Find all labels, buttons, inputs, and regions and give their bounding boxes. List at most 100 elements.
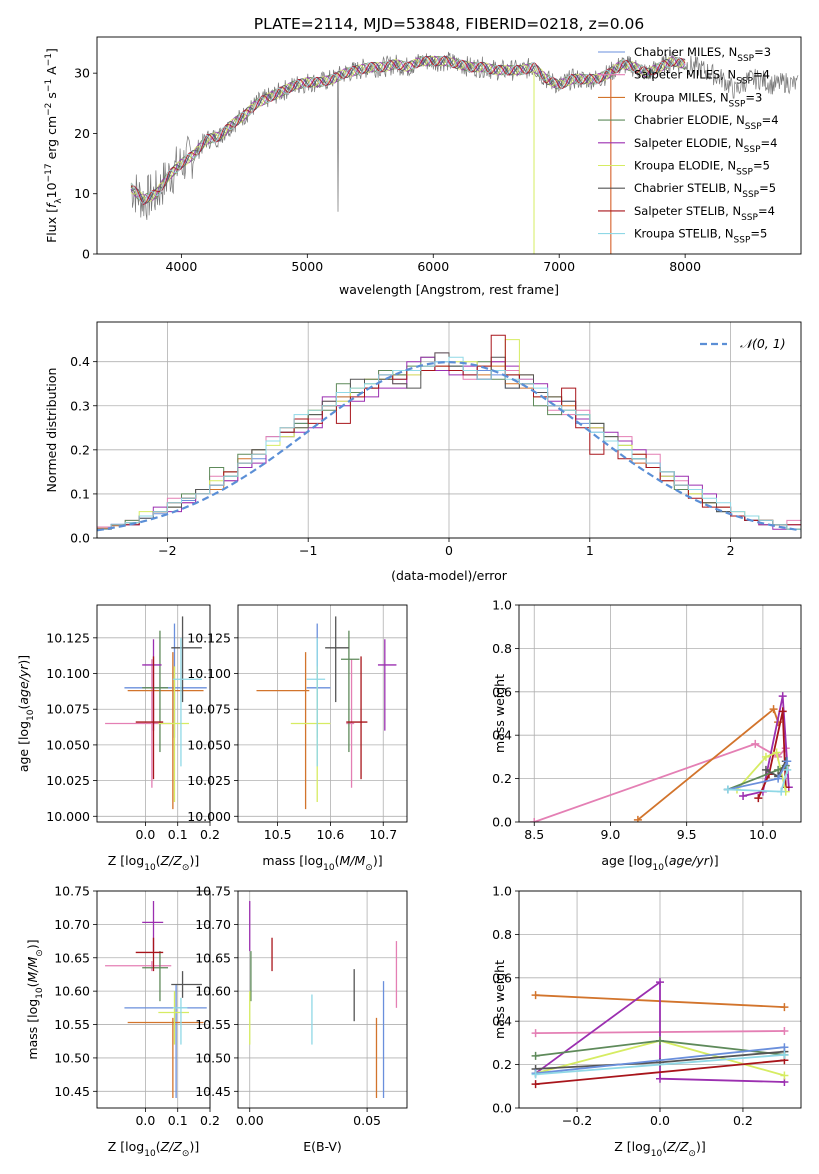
label-part: Z/Z [160,853,183,868]
weight-marker [656,1036,664,1045]
x-tick-label: 4000 [165,259,197,274]
y-tick-label: 0.6 [492,970,512,985]
label-part: E(B-V) [303,1139,342,1154]
x-tick-label: 8000 [669,259,701,274]
label-part: =5 [759,181,776,195]
label-part: =3 [754,45,771,59]
legend-entry: Salpeter ELODIE, NSSP=4 [634,136,777,155]
x-axis-label: wavelength [Angstrom, rest frame] [339,282,559,297]
plot-area [530,692,793,822]
label-part: ( [16,705,31,710]
y-tick-label: 10.050 [46,737,90,752]
x-tick-label: 0.05 [353,1113,381,1128]
label-part: 10 [26,709,36,721]
weight-marker [777,787,786,796]
y-axis-label: age [log10(age/yr)] [16,655,36,772]
y-tick-label: 10.100 [187,666,231,681]
legend-entry: Chabrier STELIB, NSSP=5 [634,181,776,200]
label-part: ] [44,48,59,53]
label-part: )] [709,853,719,868]
plot-area [249,901,398,1098]
y-tick-label: 10.75 [54,884,90,899]
y-tick-label: 0.0 [492,815,512,830]
y-axis-label: mass weight [492,960,507,1039]
grid-lines [238,605,407,822]
y-tick-label: 0.2 [492,1057,512,1072]
y-tick-label: 10.60 [54,984,90,999]
label-part: SSP [729,99,746,109]
weight-line [535,1053,785,1076]
label-part: ⊙ [35,949,45,957]
model-spectrum [130,55,686,206]
label-part: SSP [734,236,751,246]
label-part: )] [189,853,199,868]
x-tick-label: 0.1 [168,1113,188,1128]
y-axis-label: Normed distribution [44,368,59,493]
weight-marker [531,1051,540,1060]
y-tick-label: 10.125 [187,630,231,645]
x-tick-label: 0.0 [650,1113,670,1128]
weight-line [742,695,790,797]
y-axis-label: Flux [fλ10−17 erg cm−2 s−1 A−1] [44,48,64,243]
weight-marker [774,774,783,783]
x-tick-label: 0.1 [168,827,188,842]
label-part: =5 [753,159,770,173]
weight-line [535,1046,785,1075]
x-tick-label: 1 [586,543,594,558]
y-tick-label: 10.50 [195,1050,231,1065]
x-tick-label: 9.5 [677,827,697,842]
axes-frame [96,604,211,823]
histogram-step [97,356,801,530]
label-part: Chabrier MILES, N [634,45,737,59]
legend-entry: Salpeter STELIB, NSSP=4 [634,204,775,223]
label-part: Kroupa STELIB, N [634,227,734,241]
label-part: ⊙ [182,863,190,873]
figure-title: PLATE=2114, MJD=53848, FIBERID=0218, z=0… [254,15,644,33]
y-tick-label: 20 [74,126,90,141]
plot-area [97,334,801,532]
label-part: 10 [44,182,59,198]
weight-line [757,711,787,799]
weight-marker [531,1029,540,1038]
weight-marker [656,978,664,987]
model-spectrum [130,55,686,201]
y-tick-label: 10.65 [54,950,90,965]
label-part: age [log [601,853,652,868]
label-part: A [44,66,59,79]
y-tick-label: 10.60 [195,984,231,999]
label-part: ⊙ [365,863,373,873]
x-tick-label: 10.7 [369,827,397,842]
plot-area [256,616,397,810]
label-part: Z/Z [666,1139,689,1154]
y-tick-label: 0.0 [492,1101,512,1116]
x-axis-label: Z [log10(Z/Z⊙)] [108,853,199,873]
label-part: ( [662,1139,667,1154]
weight-marker [780,1003,789,1012]
x-tick-label: 10.5 [264,827,292,842]
y-tick-label: 1.0 [492,884,512,899]
axes-frame [518,604,802,823]
label-part: ( [156,1139,161,1154]
plot-area [531,978,789,1089]
y-tick-label: 10.050 [187,737,231,752]
label-part: =4 [761,136,778,150]
weight-marker [531,1070,540,1079]
y-tick-label: 10.45 [54,1084,90,1099]
y-tick-label: 10.000 [187,809,231,824]
label-part: )] [25,939,40,949]
label-part: f [44,202,59,208]
model-spectrum [130,55,686,204]
x-tick-label: 2 [727,543,735,558]
plot-area [130,51,799,254]
label-part: Salpeter ELODIE, N [634,136,744,150]
x-tick-label: −2 [158,543,176,558]
legend-entry: Kroupa MILES, NSSP=3 [634,90,762,109]
weight-line [535,1059,785,1085]
plot-area [105,901,207,1098]
weight-marker [778,707,787,716]
label-part: =4 [753,68,770,82]
plot-area [105,616,207,810]
